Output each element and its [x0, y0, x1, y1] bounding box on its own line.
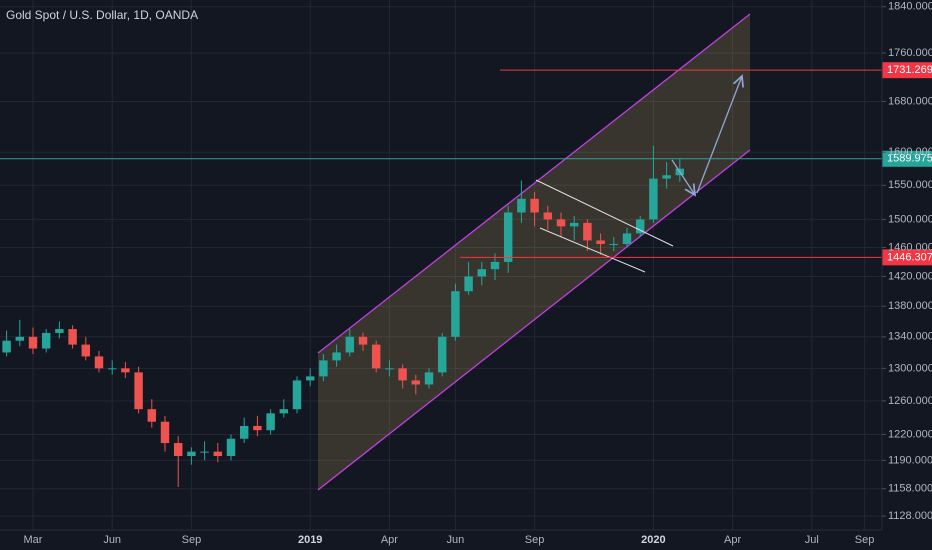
- y-tick-label: 1158.000: [888, 483, 932, 495]
- candle-body: [253, 425, 262, 431]
- candle-body: [358, 336, 368, 345]
- candle-body: [55, 329, 64, 333]
- candle-body: [411, 380, 421, 385]
- channel-fill: [318, 14, 750, 490]
- candle-body: [239, 425, 249, 439]
- arrow-up: [696, 76, 742, 194]
- candle-body: [424, 372, 434, 385]
- candle-body: [305, 376, 315, 381]
- candle-body: [662, 175, 671, 179]
- x-tick-label: Sep: [525, 534, 545, 546]
- y-tick-label: 1260.000: [888, 395, 932, 407]
- candle-body: [477, 269, 487, 277]
- candle-body: [517, 198, 526, 213]
- candle-body: [68, 329, 77, 345]
- x-tick-label: 2020: [641, 534, 665, 546]
- price-label: 1731.269: [887, 64, 932, 76]
- candle-body: [371, 344, 381, 369]
- candle-body: [609, 243, 619, 245]
- candle-body: [81, 344, 91, 357]
- x-tick-label: Mar: [24, 534, 43, 546]
- x-tick-label: Apr: [724, 534, 741, 546]
- candle-body: [292, 380, 302, 410]
- candle-body: [437, 336, 447, 373]
- candle-body: [583, 222, 592, 241]
- price-label: 1446.307: [887, 251, 932, 263]
- candle-body: [266, 413, 275, 431]
- y-tick-label: 1600.000: [888, 146, 932, 158]
- price-label-box: [882, 62, 932, 79]
- y-tick-label: 1840.000: [888, 1, 932, 13]
- price-lines: 1731.269 1446.307 1589.975: [0, 62, 932, 266]
- x-tick-label: Sep: [182, 534, 202, 546]
- candle-body: [15, 336, 25, 341]
- y-tick-label: 1220.000: [888, 428, 932, 440]
- candle-body: [28, 336, 38, 349]
- x-tick-label: Apr: [381, 534, 398, 546]
- candle-body: [134, 372, 143, 410]
- price-label-box: [882, 150, 932, 167]
- x-tick-label: 2019: [298, 534, 322, 546]
- candle-body: [187, 451, 196, 457]
- candle-body: [213, 451, 223, 457]
- x-tick-label: Sep: [855, 534, 875, 546]
- candle-body: [94, 356, 104, 369]
- candle-body: [543, 212, 553, 220]
- candle-body: [596, 240, 605, 244]
- candle-body: [147, 409, 157, 422]
- wedge-lower: [539, 227, 646, 273]
- y-tick-label: 1760.000: [888, 47, 932, 59]
- y-tick-label: 1190.000: [888, 454, 932, 466]
- candle-body: [332, 352, 341, 361]
- y-tick-label: 1380.000: [888, 300, 932, 312]
- x-tick-label: Jul: [805, 534, 819, 546]
- price-label-box: [882, 249, 932, 266]
- candle-body: [635, 219, 645, 234]
- candle-body: [121, 368, 130, 373]
- candle-body: [622, 233, 632, 244]
- x-tick-label: Jun: [447, 534, 465, 546]
- y-tick-label: 1340.000: [888, 331, 932, 343]
- grid: [0, 0, 882, 530]
- candle-body: [107, 368, 117, 370]
- x-tick-label: Jun: [103, 534, 121, 546]
- candle-body: [503, 212, 513, 262]
- y-tick-label: 1680.000: [888, 95, 932, 107]
- candles: [2, 145, 685, 487]
- candle-body: [200, 451, 209, 453]
- axes: 1128.000 1158.000 1190.000 1220.000 1260.000…: [24, 1, 932, 546]
- candle-body: [226, 438, 236, 457]
- wedge-upper: [535, 179, 674, 247]
- candle-body: [556, 219, 566, 227]
- candle-body: [173, 443, 183, 457]
- channel-lower: [317, 149, 751, 491]
- candle-body: [385, 368, 394, 370]
- candle-body: [649, 178, 658, 220]
- candle-body: [345, 336, 355, 353]
- candle-body: [41, 332, 51, 349]
- arrow-down: [671, 159, 695, 195]
- candle-body: [490, 261, 500, 270]
- candle-body: [530, 198, 539, 213]
- candle-body: [279, 409, 289, 414]
- y-tick-label: 1128.000: [888, 510, 932, 522]
- candle-body: [398, 368, 407, 381]
- candle-body: [2, 340, 11, 353]
- y-tick-label: 1460.000: [888, 241, 932, 253]
- y-tick-label: 1550.000: [888, 179, 932, 191]
- candle-body: [160, 421, 170, 444]
- candle-body: [319, 360, 328, 377]
- y-tick-label: 1500.000: [888, 213, 932, 225]
- candle-body: [569, 222, 579, 227]
- candle-body: [464, 276, 473, 292]
- y-tick-label: 1420.000: [888, 270, 932, 282]
- price-label: 1589.975: [887, 153, 932, 165]
- candle-body: [451, 291, 460, 337]
- y-tick-label: 1300.000: [888, 362, 932, 374]
- chart-title: Gold Spot / U.S. Dollar, 1D, OANDA: [6, 8, 198, 22]
